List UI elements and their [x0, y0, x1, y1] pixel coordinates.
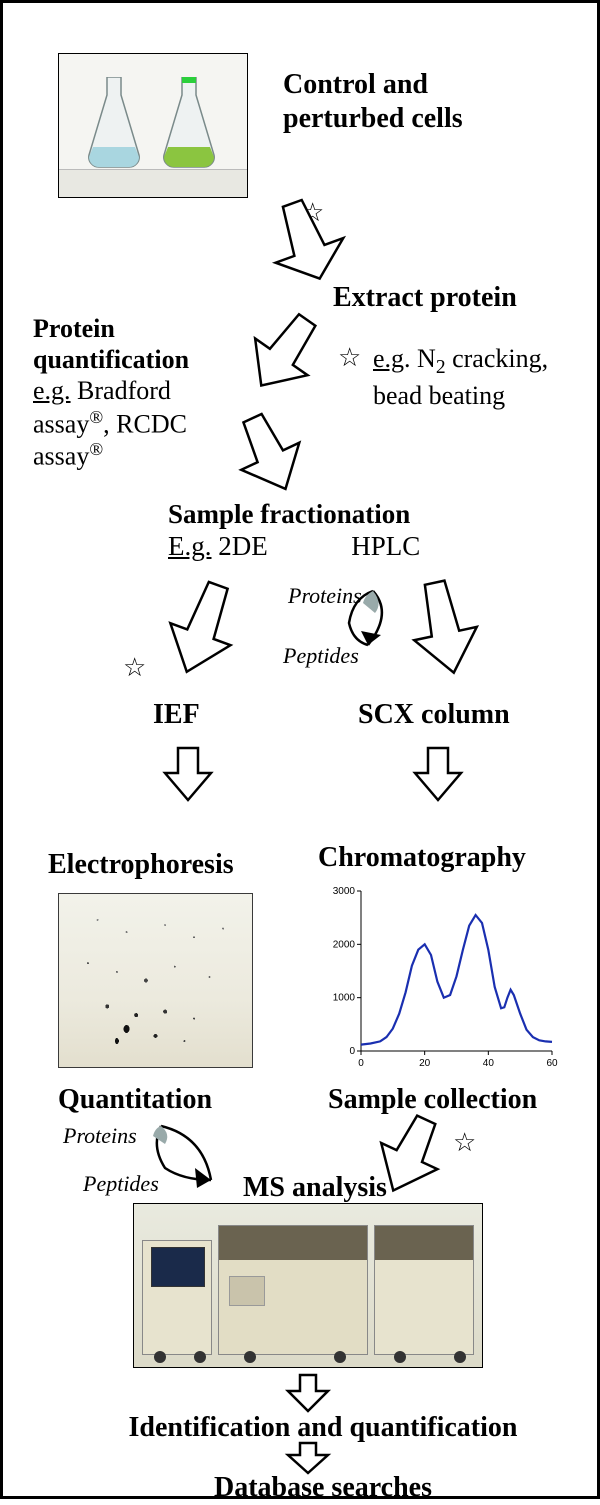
electrophoresis-text: Electrophoresis — [48, 848, 234, 882]
ms-unit-pc — [142, 1240, 212, 1355]
chromatography-text: Chromatography — [318, 841, 526, 875]
extract-protein-text: Extract protein — [333, 281, 517, 315]
svg-text:2000: 2000 — [333, 939, 356, 950]
protein-quant-head: Protein quantification — [33, 314, 189, 374]
arrow-ief-down — [163, 748, 213, 803]
fraction-head: Sample fractionation — [168, 499, 410, 529]
flask-left — [79, 77, 149, 177]
fraction-block: Sample fractionation E.g. 2DE HPLC — [168, 498, 568, 563]
flasks-image — [58, 53, 248, 198]
protein-quant-block: Protein quantification e.g. Bradford ass… — [33, 313, 243, 472]
arrow-down-1 — [268, 201, 348, 286]
ms-unit-main — [218, 1225, 368, 1355]
title-text: Control and perturbed cells — [283, 68, 553, 135]
star-icon-4: ☆ — [453, 1128, 476, 1158]
db-text: Database searches — [73, 1471, 573, 1505]
svg-text:20: 20 — [419, 1058, 431, 1069]
ief-text: IEF — [153, 698, 200, 732]
chromatogram-svg: 0 1000 2000 3000 0 20 40 60 — [323, 883, 558, 1073]
ms-instrument-image — [133, 1203, 483, 1368]
svg-text:3000: 3000 — [333, 886, 356, 897]
extraction-method-block: e.g. N2 cracking, bead beating — [373, 343, 573, 411]
fraction-eg: E.g. — [168, 531, 212, 561]
star-icon-2: ☆ — [338, 343, 361, 373]
ms-unit-right — [374, 1225, 474, 1355]
flask-right — [154, 77, 224, 177]
reg-2: ® — [89, 439, 103, 459]
peptides-label-2: Peptides — [83, 1171, 159, 1197]
diagram-root: Control and perturbed cells ☆ Extract pr… — [3, 3, 597, 1496]
chromatogram-chart: 0 1000 2000 3000 0 20 40 60 — [323, 883, 558, 1073]
svg-text:1000: 1000 — [333, 993, 356, 1004]
arrow-to-fraction — [228, 413, 318, 498]
star-icon-3: ☆ — [123, 653, 146, 683]
fraction-2de: 2DE — [212, 531, 268, 561]
arrow-to-ief — [153, 583, 253, 683]
reg-1: ® — [89, 407, 103, 427]
arrow-left-to-quant — [233, 313, 333, 403]
scx-text: SCX column — [358, 698, 510, 732]
extraction-eg-rest: . N — [404, 344, 436, 373]
arrow-scx-down — [413, 748, 463, 803]
arrow-to-scx — [403, 581, 493, 681]
svg-text:0: 0 — [349, 1046, 355, 1057]
svg-text:0: 0 — [358, 1058, 364, 1069]
extraction-eg: e.g — [373, 344, 404, 373]
svg-text:40: 40 — [483, 1058, 495, 1069]
quantitation-text: Quantitation — [58, 1083, 212, 1117]
sample-collection-text: Sample collection — [328, 1083, 537, 1117]
protein-quant-eg: e.g. — [33, 376, 71, 405]
ms-analysis-text: MS analysis — [243, 1171, 387, 1205]
ident-text: Identification and quantification — [73, 1411, 573, 1445]
fraction-hplc: HPLC — [351, 531, 420, 561]
peptides-label-1: Peptides — [283, 643, 359, 669]
arrow-to-ident — [286, 1375, 330, 1413]
gel-image — [58, 893, 253, 1068]
svg-text:60: 60 — [546, 1058, 558, 1069]
